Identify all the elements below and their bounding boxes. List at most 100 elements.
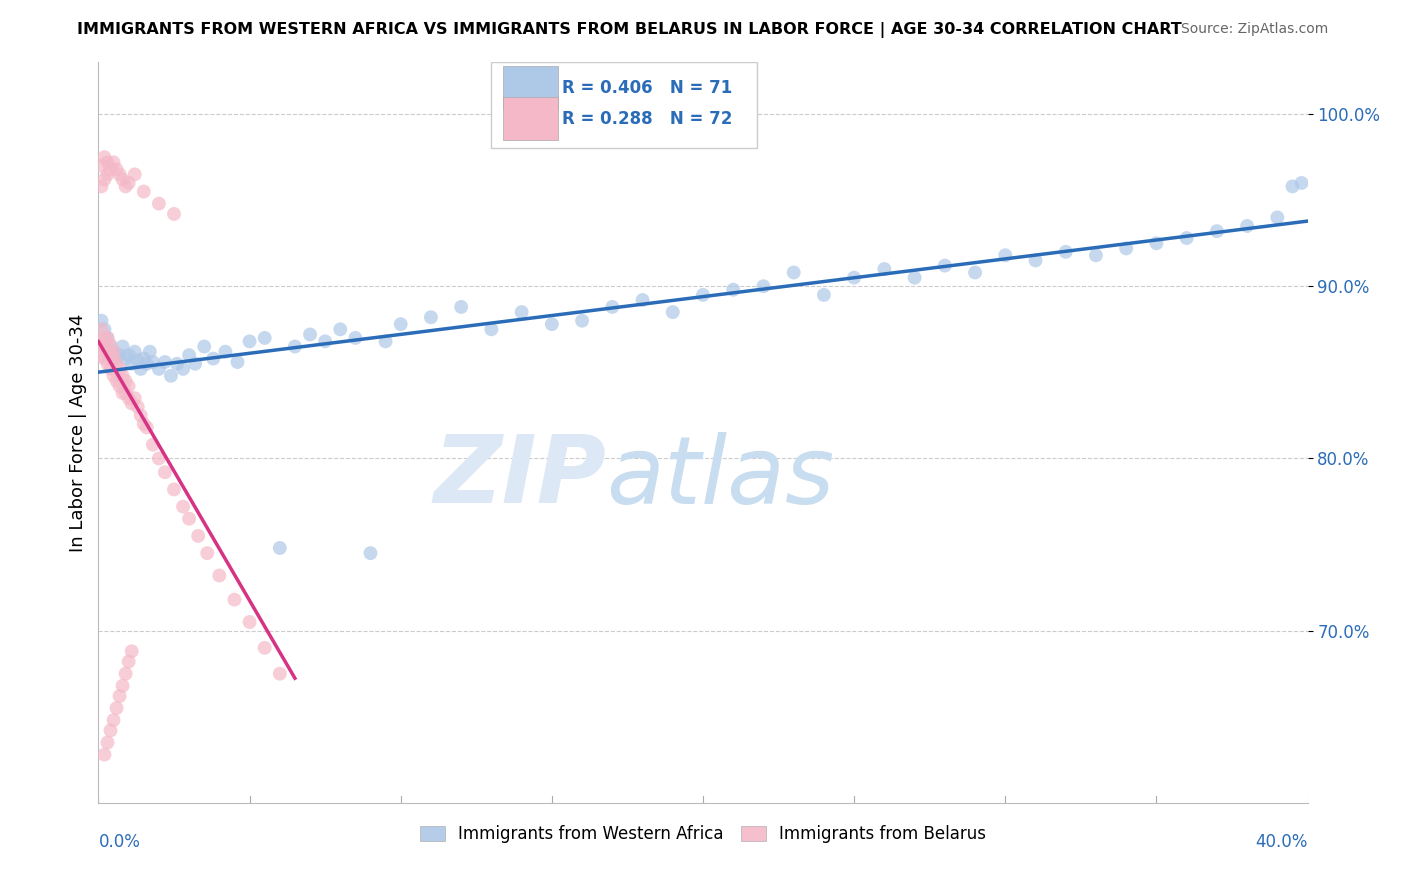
Point [1267,211,1289,225]
Point [148,196,170,211]
Point [89,334,111,349]
Point [540,317,562,331]
Point [139,344,162,359]
Point [184,357,207,371]
Point [193,339,215,353]
Point [103,344,125,359]
Point [1291,176,1313,190]
Point [420,310,443,325]
Point [160,368,183,383]
Point [90,179,112,194]
Point [90,159,112,173]
Point [166,357,188,371]
Point [374,334,396,349]
Point [100,362,122,376]
Point [96,357,118,371]
Text: 0.0%: 0.0% [98,833,141,851]
Point [132,185,155,199]
Point [118,176,141,190]
Point [118,379,141,393]
Point [100,348,122,362]
Point [813,288,835,302]
Text: R = 0.406   N = 71: R = 0.406 N = 71 [561,79,731,97]
Point [631,293,654,307]
FancyBboxPatch shape [503,97,558,140]
Point [121,396,143,410]
Point [90,348,112,362]
Point [148,362,170,376]
Point [108,689,131,703]
Point [108,379,131,393]
Point [135,420,157,434]
Point [163,483,186,497]
Point [105,351,128,366]
Point [661,305,683,319]
Point [100,338,122,352]
Point [103,155,125,169]
Point [105,701,128,715]
Point [481,322,503,336]
Point [127,400,149,414]
Point [153,355,176,369]
Point [224,592,246,607]
Point [118,655,141,669]
Point [93,322,115,336]
Point [103,713,125,727]
Text: IMMIGRANTS FROM WESTERN AFRICA VS IMMIGRANTS FROM BELARUS IN LABOR FORCE | AGE 3: IMMIGRANTS FROM WESTERN AFRICA VS IMMIGR… [77,22,1182,38]
Point [108,167,131,181]
Point [179,348,201,362]
Point [783,265,806,279]
Point [179,512,201,526]
Point [226,355,249,369]
Point [111,368,134,383]
Text: ZIP: ZIP [433,431,606,523]
Point [1236,219,1258,233]
Point [111,172,134,186]
Point [96,735,118,749]
Point [93,331,115,345]
Point [96,331,118,345]
Point [96,331,118,345]
Point [195,546,218,560]
Point [994,248,1017,262]
Point [114,179,136,194]
FancyBboxPatch shape [503,66,558,109]
Point [111,339,134,353]
Point [269,666,291,681]
Point [142,355,165,369]
Point [93,339,115,353]
Point [187,529,209,543]
Point [163,207,186,221]
Point [239,615,262,629]
Point [103,351,125,366]
Point [114,386,136,401]
Point [1144,236,1167,251]
Point [1024,253,1046,268]
Point [135,357,157,371]
Point [253,331,276,345]
Point [1281,179,1303,194]
Point [1206,224,1229,238]
Text: R = 0.288   N = 72: R = 0.288 N = 72 [561,111,733,128]
Point [124,391,146,405]
Point [510,305,533,319]
Point [132,417,155,431]
Point [93,351,115,366]
Point [121,357,143,371]
Point [108,362,131,376]
Point [208,568,231,582]
Point [214,344,236,359]
Point [121,644,143,658]
Point [103,344,125,359]
Point [360,546,382,560]
Point [91,339,114,353]
Point [172,362,194,376]
Point [284,339,307,353]
Point [132,351,155,366]
Point [105,357,128,371]
Point [129,409,152,423]
Point [90,322,112,336]
Point [100,162,122,177]
Point [389,317,412,331]
Point [96,167,118,181]
